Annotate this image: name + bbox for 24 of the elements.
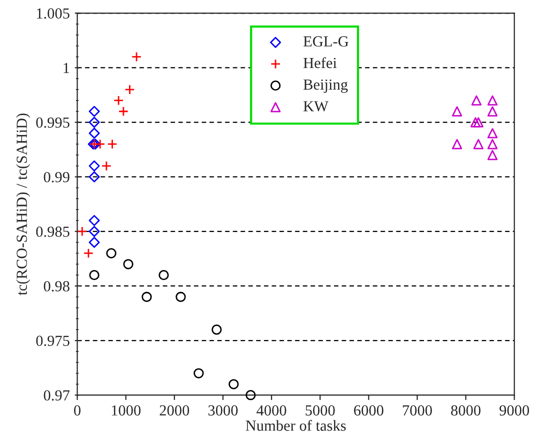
x-tick-label: 3000 <box>208 405 238 416</box>
x-tick-label: 5000 <box>306 405 335 416</box>
y-axis-title: tc(RCO-SAHiD) / tc(SAHiD) <box>16 114 30 296</box>
x-tick-label: 7000 <box>402 405 432 416</box>
y-tick-label: 0.975 <box>36 336 70 346</box>
y-tick-label: 0.99 <box>44 172 70 182</box>
y-tick-label: 0.995 <box>36 117 70 128</box>
x-tick-label: 0 <box>74 405 81 416</box>
x-tick-label: 2000 <box>160 405 190 416</box>
y-tick-label: 0.97 <box>44 390 70 401</box>
legend-label: Beijing <box>303 79 348 93</box>
x-tick-label: 6000 <box>354 405 384 416</box>
x-tick-label: 9000 <box>500 405 530 416</box>
legend-label: KW <box>303 101 328 112</box>
legend-label: Hefei <box>303 57 337 68</box>
x-tick-label: 4000 <box>256 405 286 416</box>
legend-label: EGL-G <box>303 36 348 47</box>
y-tick-label: 1 <box>64 62 70 74</box>
y-tick-label: 1.005 <box>36 8 70 19</box>
x-tick-label: 1000 <box>112 405 141 416</box>
x-tick-label: 8000 <box>451 405 480 416</box>
y-tick-label: 0.98 <box>44 281 70 292</box>
x-axis-title: Number of tasks <box>246 420 346 431</box>
y-tick-label: 0.985 <box>36 226 70 237</box>
